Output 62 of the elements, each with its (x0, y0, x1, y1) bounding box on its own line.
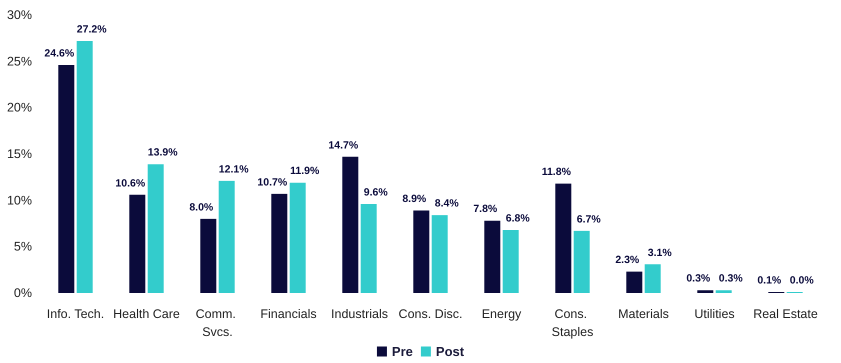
bar (271, 194, 288, 293)
bar (716, 290, 732, 293)
bar (697, 290, 714, 293)
bar (413, 210, 430, 293)
bar (644, 264, 661, 293)
bar (555, 184, 572, 293)
y-tick-label: 10% (6, 193, 32, 208)
y-tick-label: 30% (6, 8, 32, 22)
bar (129, 194, 146, 293)
x-tick-label: Industrials (331, 307, 388, 321)
bar (200, 218, 216, 293)
data-label: 10.6% (115, 177, 146, 190)
data-label: 24.6% (44, 48, 75, 60)
data-label: 0.0% (790, 274, 814, 286)
x-tick-label: Financials (260, 307, 317, 321)
data-label: 2.3% (615, 254, 640, 266)
bar (432, 215, 448, 293)
bar (148, 164, 164, 293)
legend-label: Post (436, 344, 465, 359)
legend-label: Pre (392, 344, 413, 359)
data-label: 13.9% (148, 146, 178, 159)
bar (360, 204, 377, 293)
data-label: 27.2% (76, 23, 108, 36)
bar (58, 65, 74, 293)
x-tick-label: Comm. Svcs. (196, 307, 240, 339)
x-tick-label: Materials (618, 307, 669, 321)
data-label: 8.9% (402, 193, 427, 206)
data-label: 3.1% (648, 246, 672, 259)
y-tick-label: 25% (6, 54, 32, 68)
y-tick-label: 0% (14, 286, 32, 300)
bar (342, 156, 358, 293)
bar (484, 220, 500, 293)
bar (502, 230, 519, 293)
bar (626, 272, 642, 293)
data-label: 0.3% (718, 272, 744, 285)
y-tick-label: 20% (6, 100, 32, 115)
bar (218, 180, 235, 293)
x-tick-label: Cons. Disc. (398, 307, 462, 321)
data-label: 11.9% (290, 165, 320, 178)
data-label: 0.1% (757, 274, 782, 286)
data-label: 7.8% (473, 203, 498, 216)
bar (574, 230, 590, 293)
bar (290, 182, 306, 293)
data-label: 12.1% (218, 163, 250, 176)
data-label: 14.7% (328, 139, 359, 152)
data-label: 8.4% (434, 198, 460, 210)
y-tick-label: 5% (14, 240, 32, 254)
data-label: 9.6% (364, 186, 388, 199)
data-label: 8.0% (189, 201, 214, 214)
data-label: 0.3% (686, 272, 711, 285)
x-tick-label: Info. Tech. (46, 307, 104, 321)
x-tick-label: Real Estate (753, 307, 818, 321)
x-tick-label: Health Care (113, 307, 180, 321)
x-tick-label: Energy (482, 307, 522, 321)
x-tick-label: Utilities (694, 307, 735, 321)
data-label: 11.8% (542, 166, 572, 178)
data-label: 6.8% (506, 212, 530, 224)
y-tick-label: 15% (6, 147, 32, 161)
bar (76, 40, 93, 293)
data-label: 10.7% (257, 176, 288, 188)
data-label: 6.7% (576, 213, 602, 226)
x-tick-label: Cons. Staples (552, 307, 594, 339)
